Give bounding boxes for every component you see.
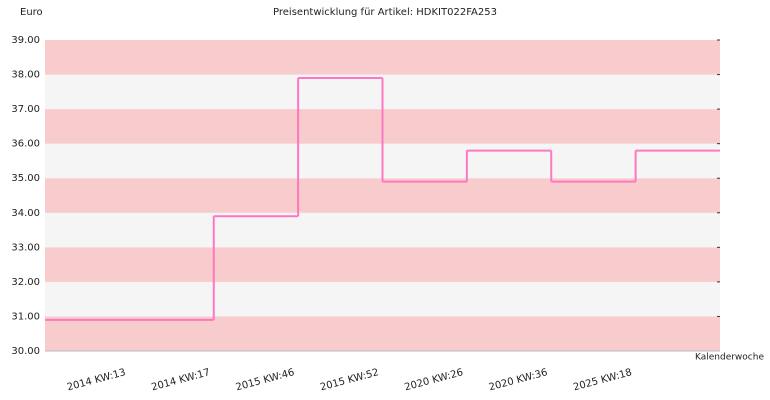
y-tick-label: 30.00 <box>11 346 40 357</box>
band <box>45 316 720 351</box>
y-tick-label: 37.00 <box>11 104 40 115</box>
chart-title: Preisentwicklung für Artikel: HDKIT022FA… <box>273 7 497 18</box>
band <box>45 40 720 75</box>
x-tick-label: 2020 KW:36 <box>488 367 549 393</box>
x-tick-label: 2025 KW:18 <box>572 367 633 393</box>
band <box>45 281 720 317</box>
y-tick-label: 35.00 <box>11 173 40 184</box>
x-tick-label: 2014 KW:13 <box>66 367 127 393</box>
y-tick-label: 34.00 <box>11 208 40 219</box>
y-tick-label: 39.00 <box>11 35 40 46</box>
band <box>45 212 720 248</box>
band <box>45 178 720 213</box>
x-tick-label: 2015 KW:46 <box>235 367 296 393</box>
y-tick-label: 32.00 <box>11 277 40 288</box>
x-tick-label: 2015 KW:52 <box>319 367 380 393</box>
band <box>45 247 720 282</box>
x-axis-label: Kalenderwoche <box>695 353 764 363</box>
y-axis-label: Euro <box>20 7 43 18</box>
y-tick-label: 31.00 <box>11 311 40 322</box>
x-tick-label: 2020 KW:26 <box>403 367 464 393</box>
y-tick-label: 38.00 <box>11 70 40 81</box>
y-tick-label: 33.00 <box>11 242 40 253</box>
x-tick-label: 2014 KW:17 <box>150 367 211 393</box>
y-tick-label: 36.00 <box>11 139 40 150</box>
